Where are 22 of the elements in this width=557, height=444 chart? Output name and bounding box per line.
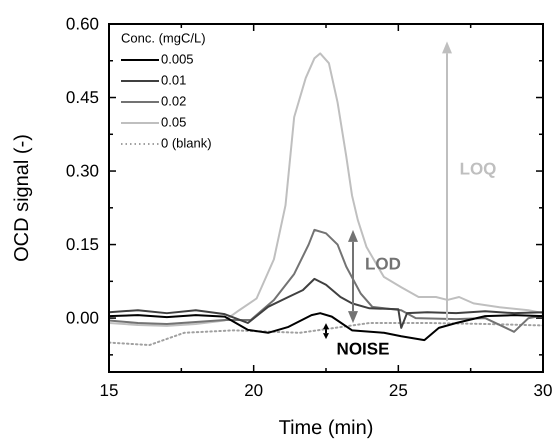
line-series xyxy=(109,278,543,329)
legend-label: 0.05 xyxy=(161,114,186,130)
legend-label: 0 (blank) xyxy=(161,135,212,150)
y-tick-label: 0.00 xyxy=(66,308,99,328)
legend-label: 0.01 xyxy=(161,72,186,88)
legend-title: Conc. (mgC/L) xyxy=(121,30,206,46)
y-tick-label: 0.45 xyxy=(66,88,99,107)
x-tick-label: 15 xyxy=(100,381,118,400)
y-tick-label: 0.30 xyxy=(66,161,99,180)
x-tick-label: 25 xyxy=(388,381,408,400)
y-axis-title: OCD signal (-) xyxy=(11,134,33,262)
x-tick-label: 20 xyxy=(244,381,264,400)
annotation: NOISE xyxy=(336,339,390,358)
line-series xyxy=(109,52,543,327)
legend-label: 0.005 xyxy=(161,51,194,66)
annotation: LOD xyxy=(365,254,401,274)
y-tick-label: 0.60 xyxy=(66,14,99,34)
annotation: LOQ xyxy=(460,159,496,178)
legend-label: 0.02 xyxy=(161,93,186,108)
x-axis-title: Time (min) xyxy=(278,417,374,439)
y-tick-label: 0.15 xyxy=(66,235,99,254)
x-tick-label: 30 xyxy=(534,381,552,400)
